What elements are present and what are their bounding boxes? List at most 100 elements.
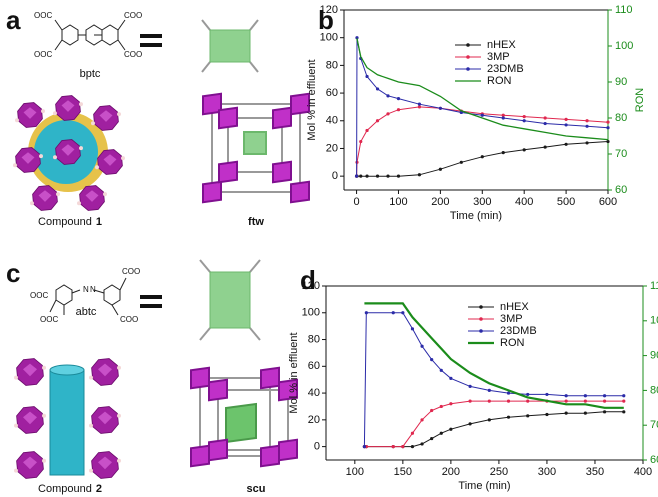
y-tick-label: 20 <box>308 414 320 426</box>
group-label: OOC <box>30 291 48 300</box>
point <box>545 392 549 397</box>
y2-tick-label: 60 <box>650 454 658 466</box>
legend-marker <box>466 43 470 47</box>
y2-tick-label: 110 <box>650 280 658 292</box>
cube <box>202 92 222 116</box>
point <box>365 128 369 133</box>
cube <box>290 180 310 204</box>
cluster-face <box>98 363 112 377</box>
legend-label: RON <box>500 337 525 349</box>
point <box>506 415 511 419</box>
point <box>439 431 443 435</box>
y2-tick-label: 110 <box>615 4 633 16</box>
point <box>401 445 405 449</box>
point <box>602 394 607 398</box>
x-tick-label: 400 <box>515 196 533 208</box>
point <box>410 431 415 435</box>
y-tick-label: 0 <box>314 441 320 453</box>
series-line <box>364 400 624 448</box>
cube <box>260 366 280 390</box>
x-tick-label: 300 <box>473 196 491 208</box>
azo-label: N <box>90 285 96 294</box>
atom <box>56 192 60 197</box>
y-tick-label: 80 <box>326 59 338 71</box>
y-tick-label: 100 <box>302 307 320 319</box>
cube <box>272 106 292 130</box>
cube <box>278 378 298 402</box>
legend-label: 3MP <box>487 51 510 63</box>
cube <box>190 444 210 468</box>
x-tick-label: 300 <box>538 466 556 478</box>
cube <box>218 160 238 184</box>
atom <box>53 111 57 116</box>
group-label: COO <box>122 267 140 276</box>
equals <box>140 34 162 47</box>
x-tick-label: 100 <box>389 196 407 208</box>
ftw-net <box>202 92 310 204</box>
x-tick-label: 350 <box>586 466 604 478</box>
equals <box>140 295 162 308</box>
point <box>396 174 401 178</box>
point <box>487 418 491 422</box>
azo-label: N <box>83 285 89 294</box>
point <box>396 97 401 101</box>
cluster-face <box>38 190 52 202</box>
panel-letter: c <box>6 258 20 288</box>
point <box>420 442 424 446</box>
cluster-face <box>23 107 37 119</box>
y-tick-label: 80 <box>308 333 320 345</box>
cube <box>208 378 228 402</box>
bptc-molecule <box>54 19 126 51</box>
atom <box>42 365 46 370</box>
point <box>480 155 484 159</box>
cluster-face <box>21 152 35 164</box>
point <box>602 399 607 403</box>
cube <box>290 92 310 116</box>
point <box>606 126 610 130</box>
point <box>487 388 491 392</box>
legend-label: nHEX <box>500 301 529 313</box>
point <box>545 412 549 417</box>
point <box>354 174 359 178</box>
group-label: COO <box>124 50 142 59</box>
cube <box>278 438 298 462</box>
atom <box>95 165 99 170</box>
compound-number: 2 <box>96 483 102 495</box>
point <box>359 139 363 144</box>
point <box>468 399 472 403</box>
legend-label: 23DMB <box>500 325 537 337</box>
y2-tick-label: 70 <box>615 148 627 160</box>
point <box>430 358 434 362</box>
point <box>543 116 547 120</box>
point <box>585 124 589 128</box>
y-tick-label: 60 <box>326 87 338 99</box>
point <box>439 368 443 372</box>
compound-label: Compound 1 <box>38 216 102 228</box>
y2-tick-label: 60 <box>615 184 627 196</box>
atom <box>41 109 45 114</box>
point <box>522 119 526 123</box>
point <box>522 148 526 152</box>
x-tick-label: 250 <box>490 466 508 478</box>
point <box>449 427 453 431</box>
atom <box>14 423 18 428</box>
y2-axis-label: RON <box>634 88 646 113</box>
point <box>420 344 424 348</box>
point <box>606 139 610 144</box>
point <box>543 145 547 149</box>
atom <box>14 375 18 380</box>
point <box>359 174 363 178</box>
series-line <box>356 106 609 177</box>
panel-letter: b <box>318 5 334 35</box>
point <box>585 119 589 123</box>
point <box>355 36 359 40</box>
point <box>438 167 442 171</box>
atom <box>117 112 121 117</box>
y2-tick-label: 80 <box>615 112 627 124</box>
point <box>417 102 422 106</box>
y2-tick-label: 90 <box>650 350 658 362</box>
compound-label: Compound 2 <box>38 483 102 495</box>
point <box>480 113 484 117</box>
point <box>362 445 367 449</box>
